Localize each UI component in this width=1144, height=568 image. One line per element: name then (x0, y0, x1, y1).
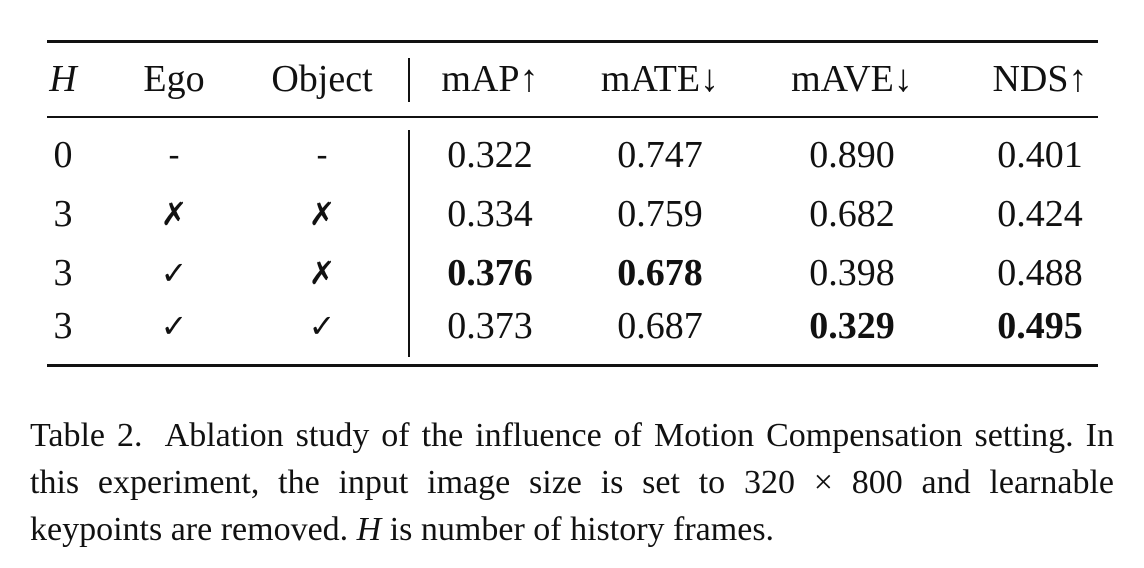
table-cell: ✓ (160, 307, 188, 345)
mid-rule (47, 116, 1098, 118)
header-cell: mAVE↓ (791, 58, 913, 100)
table-cell: - (316, 136, 328, 174)
table-cell: 0.495 (997, 305, 1083, 347)
table-cell: ✗ (308, 195, 336, 233)
caption: Table 2. Ablation study of the influence… (30, 412, 1114, 553)
caption-symbol: H (356, 511, 382, 548)
header-cell: Ego (143, 58, 205, 100)
table-cell: 0.890 (809, 134, 895, 176)
table-cell: 3 (53, 252, 73, 294)
table-cell: 0.678 (617, 252, 703, 294)
table-cell: 0.376 (447, 252, 533, 294)
table-cell: 0.373 (447, 305, 533, 347)
table-cell: 0.488 (997, 252, 1083, 294)
table-cell: 0.424 (997, 193, 1083, 235)
table-cell: 0.759 (617, 193, 703, 235)
table-cell: 0.398 (809, 252, 895, 294)
header-cell: NDS↑ (992, 58, 1088, 100)
table-cell: ✓ (308, 307, 336, 345)
top-rule (47, 40, 1098, 43)
header-cell: Object (271, 58, 373, 100)
table-cell: 0 (53, 134, 73, 176)
table-cell: 0.401 (997, 134, 1083, 176)
header-cell: mAP↑ (441, 58, 539, 100)
bottom-rule (47, 364, 1098, 367)
table-cell: 0.329 (809, 305, 895, 347)
table-cell: 3 (53, 305, 73, 347)
column-divider (408, 58, 410, 102)
table-cell: 0.687 (617, 305, 703, 347)
caption-label: Table 2. (30, 417, 143, 454)
column-divider (408, 130, 410, 357)
table-cell: ✓ (160, 254, 188, 292)
table-cell: 3 (53, 193, 73, 235)
table-cell: 0.682 (809, 193, 895, 235)
header-cell: mATE↓ (600, 58, 720, 100)
table-cell: ✗ (160, 195, 188, 233)
header-cell: H (49, 58, 77, 100)
table-cell: 0.747 (617, 134, 703, 176)
caption-text: Ablation study of the influence of Motio… (30, 417, 1114, 548)
table-cell: 0.322 (447, 134, 533, 176)
table-cell: 0.334 (447, 193, 533, 235)
table-cell: ✗ (308, 254, 336, 292)
table-cell: - (168, 136, 180, 174)
caption-text: is number of history frames. (389, 511, 775, 548)
